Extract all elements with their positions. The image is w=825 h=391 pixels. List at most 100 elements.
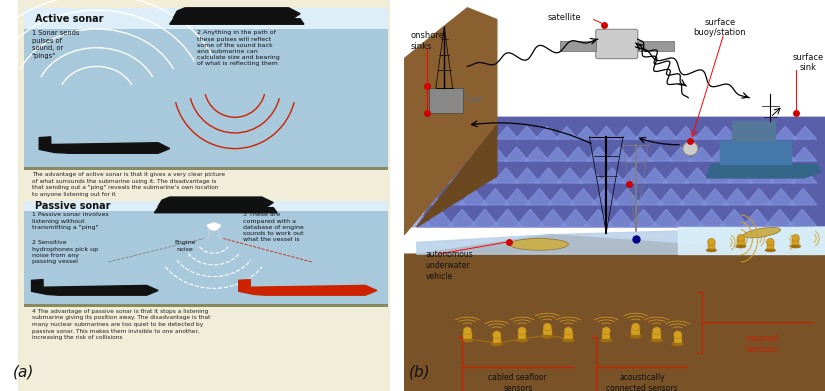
Polygon shape bbox=[526, 188, 554, 205]
Polygon shape bbox=[538, 209, 568, 227]
Ellipse shape bbox=[541, 334, 554, 338]
Polygon shape bbox=[771, 147, 796, 161]
Polygon shape bbox=[154, 208, 277, 213]
Polygon shape bbox=[460, 188, 488, 205]
Polygon shape bbox=[569, 188, 597, 205]
Text: cabled seafloor
sensors: cabled seafloor sensors bbox=[488, 373, 547, 391]
Polygon shape bbox=[679, 188, 707, 205]
Ellipse shape bbox=[790, 245, 801, 248]
Polygon shape bbox=[705, 168, 732, 183]
Polygon shape bbox=[675, 126, 697, 139]
Polygon shape bbox=[635, 188, 663, 205]
Text: 2 Sensitive
hydrophones pick up
noise from any
passing vessel: 2 Sensitive hydrophones pick up noise fr… bbox=[31, 240, 97, 264]
Polygon shape bbox=[733, 121, 775, 141]
Polygon shape bbox=[578, 168, 604, 183]
Polygon shape bbox=[173, 8, 300, 19]
Polygon shape bbox=[719, 209, 749, 227]
Polygon shape bbox=[496, 126, 518, 139]
Circle shape bbox=[463, 327, 472, 335]
Ellipse shape bbox=[601, 338, 612, 342]
Text: acoustically
connected sensors: acoustically connected sensors bbox=[606, 373, 678, 391]
Polygon shape bbox=[493, 209, 522, 227]
Polygon shape bbox=[447, 209, 477, 227]
Polygon shape bbox=[734, 126, 757, 139]
Polygon shape bbox=[575, 126, 598, 139]
Circle shape bbox=[766, 238, 774, 245]
Bar bbox=[564, 332, 573, 339]
Polygon shape bbox=[677, 227, 825, 254]
Bar bbox=[543, 328, 551, 335]
Bar bbox=[493, 335, 501, 343]
Polygon shape bbox=[402, 209, 431, 227]
Ellipse shape bbox=[461, 338, 474, 342]
Polygon shape bbox=[613, 188, 641, 205]
Bar bbox=[24, 304, 389, 307]
Polygon shape bbox=[429, 168, 455, 183]
Polygon shape bbox=[714, 126, 737, 139]
Polygon shape bbox=[790, 188, 817, 205]
Polygon shape bbox=[792, 147, 817, 161]
Circle shape bbox=[737, 234, 745, 241]
Polygon shape bbox=[606, 209, 635, 227]
Polygon shape bbox=[742, 209, 771, 227]
Polygon shape bbox=[642, 168, 668, 183]
Polygon shape bbox=[555, 126, 578, 139]
Circle shape bbox=[631, 323, 640, 331]
Bar bbox=[766, 242, 774, 249]
Polygon shape bbox=[770, 168, 795, 183]
Polygon shape bbox=[525, 147, 549, 161]
Ellipse shape bbox=[510, 239, 568, 250]
Polygon shape bbox=[774, 126, 797, 139]
Polygon shape bbox=[788, 209, 817, 227]
Circle shape bbox=[564, 327, 573, 335]
Text: surface
buoy/station: surface buoy/station bbox=[694, 18, 746, 37]
Polygon shape bbox=[417, 125, 497, 227]
Polygon shape bbox=[170, 19, 304, 24]
Ellipse shape bbox=[765, 249, 776, 252]
Polygon shape bbox=[535, 168, 562, 183]
Polygon shape bbox=[620, 168, 647, 183]
Polygon shape bbox=[628, 147, 652, 161]
Polygon shape bbox=[417, 227, 825, 254]
Polygon shape bbox=[669, 147, 693, 161]
Polygon shape bbox=[548, 188, 575, 205]
Ellipse shape bbox=[736, 245, 746, 248]
Polygon shape bbox=[545, 147, 570, 161]
Bar bbox=[602, 332, 610, 339]
Polygon shape bbox=[238, 285, 377, 295]
Text: 4 The advantage of passive sonar is that it stops a listening
submarine giving i: 4 The advantage of passive sonar is that… bbox=[31, 309, 210, 340]
Ellipse shape bbox=[491, 342, 502, 346]
Bar bbox=[24, 307, 389, 391]
FancyBboxPatch shape bbox=[596, 29, 638, 59]
Polygon shape bbox=[745, 188, 773, 205]
Polygon shape bbox=[794, 126, 817, 139]
Polygon shape bbox=[674, 209, 704, 227]
Polygon shape bbox=[158, 197, 273, 208]
Polygon shape bbox=[710, 147, 734, 161]
Polygon shape bbox=[450, 168, 476, 183]
Polygon shape bbox=[697, 209, 726, 227]
Text: Passive sonar: Passive sonar bbox=[35, 201, 111, 211]
Polygon shape bbox=[557, 168, 582, 183]
Polygon shape bbox=[648, 147, 672, 161]
Bar bbox=[430, 88, 463, 113]
Polygon shape bbox=[615, 126, 638, 139]
Ellipse shape bbox=[706, 249, 717, 252]
Ellipse shape bbox=[743, 228, 780, 238]
Ellipse shape bbox=[672, 342, 684, 346]
Bar bbox=[638, 41, 673, 51]
Circle shape bbox=[543, 323, 552, 331]
Bar bbox=[631, 328, 640, 335]
Polygon shape bbox=[416, 188, 443, 205]
Text: (a): (a) bbox=[12, 364, 34, 379]
Text: Engine
noise: Engine noise bbox=[174, 240, 196, 252]
Bar bbox=[24, 167, 389, 170]
Circle shape bbox=[708, 238, 715, 245]
Bar bbox=[24, 170, 389, 201]
Polygon shape bbox=[482, 188, 509, 205]
Text: autonomous
underwater
vehicle: autonomous underwater vehicle bbox=[426, 250, 473, 282]
Bar bbox=[560, 41, 596, 51]
Polygon shape bbox=[751, 147, 775, 161]
Polygon shape bbox=[707, 164, 821, 178]
Ellipse shape bbox=[629, 334, 642, 338]
